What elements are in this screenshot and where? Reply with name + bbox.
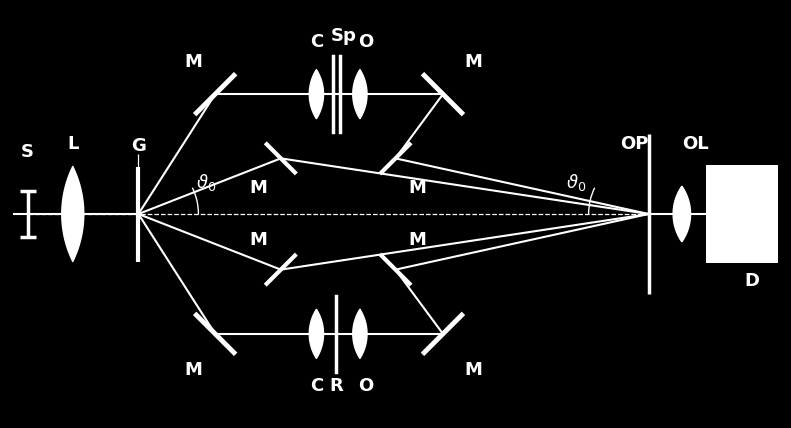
Text: C: C <box>310 33 323 51</box>
Polygon shape <box>62 166 84 262</box>
Text: S: S <box>21 143 34 161</box>
Text: L: L <box>67 135 78 153</box>
Text: M: M <box>184 53 202 71</box>
Polygon shape <box>673 186 691 242</box>
Text: Sp: Sp <box>331 27 357 45</box>
Text: C: C <box>310 377 323 395</box>
Text: D: D <box>744 272 759 290</box>
Text: M: M <box>250 231 267 249</box>
Text: OP: OP <box>620 135 649 153</box>
Text: O: O <box>358 33 373 51</box>
Text: M: M <box>250 179 267 197</box>
Text: M: M <box>464 53 482 71</box>
Polygon shape <box>353 70 367 119</box>
Bar <box>706 165 778 263</box>
Text: $\vartheta_0$: $\vartheta_0$ <box>196 172 217 193</box>
Text: $\vartheta_0$: $\vartheta_0$ <box>566 172 587 193</box>
Text: M: M <box>409 231 426 249</box>
Text: G: G <box>131 137 146 155</box>
Polygon shape <box>309 309 324 359</box>
Text: M: M <box>409 179 426 197</box>
Text: OL: OL <box>683 135 710 153</box>
Text: O: O <box>358 377 373 395</box>
Text: M: M <box>464 361 482 379</box>
Text: M: M <box>184 361 202 379</box>
Polygon shape <box>353 309 367 359</box>
Polygon shape <box>309 70 324 119</box>
Text: R: R <box>329 377 343 395</box>
